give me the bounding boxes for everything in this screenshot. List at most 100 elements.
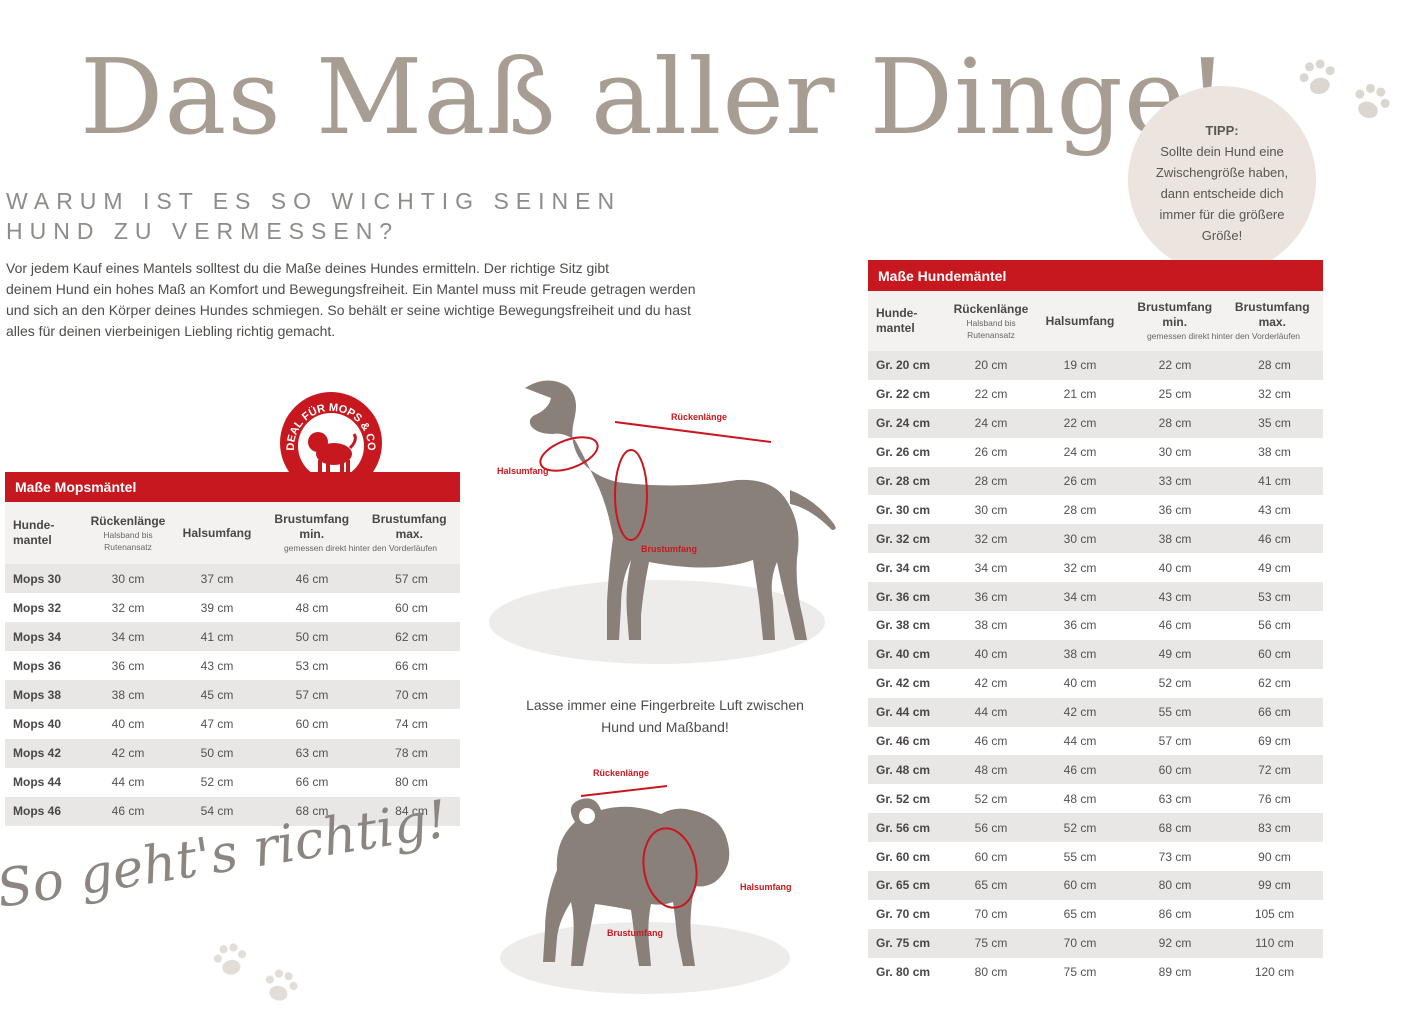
chest-min-cell: 63 cm: [295, 746, 329, 761]
table-row: Gr. 46 cm 46 cm 44 cm 57 cm 69 cm: [868, 726, 1323, 756]
chest-max-cell: 57 cm: [395, 571, 428, 586]
neck-cell: 26 cm: [1063, 474, 1097, 488]
neck-cell: 60 cm: [1063, 878, 1097, 893]
chest-min-cell: 92 cm: [1158, 936, 1192, 951]
neck-cell: 54 cm: [200, 804, 234, 819]
back-length-cell: 22 cm: [974, 387, 1008, 402]
paw-print-icon: [206, 937, 256, 994]
table-row: Gr. 22 cm 22 cm 21 cm 25 cm 32 cm: [868, 379, 1323, 409]
back-length-cell: 65 cm: [974, 878, 1008, 893]
back-length-cell: 26 cm: [974, 445, 1008, 460]
back-length-cell: 24 cm: [974, 416, 1008, 431]
paw-print-icon: [252, 961, 306, 1020]
table-row: Gr. 32 cm 32 cm 30 cm 38 cm 46 cm: [868, 524, 1323, 554]
table-row: Gr. 38 cm 38 cm 36 cm 46 cm 56 cm: [868, 611, 1323, 640]
back-length-cell: 42 cm: [111, 746, 145, 761]
chest-max-cell: 78 cm: [395, 746, 428, 761]
neck-cell: 19 cm: [1063, 358, 1097, 373]
table-header-row: Hunde-mantel Rückenlänge Halsband bis Rut…: [5, 502, 460, 564]
size-cell: Gr. 26 cm: [876, 445, 931, 460]
back-length-cell: 40 cm: [111, 717, 145, 732]
chest-max-cell: 76 cm: [1258, 791, 1291, 806]
table-row: Mops 32 32 cm 39 cm 48 cm 60 cm: [5, 593, 460, 623]
back-length-cell: 36 cm: [974, 589, 1008, 604]
col-header-size: Hunde-mantel: [876, 306, 918, 335]
col-header-chest: Brustumfang min. Brustumfang max. gemesse…: [274, 512, 447, 553]
back-length-cell: 38 cm: [111, 687, 145, 702]
back-length-cell: 44 cm: [111, 775, 145, 790]
size-cell: Gr. 44 cm: [876, 705, 931, 720]
table-row: Mops 46 46 cm 54 cm 68 cm 84 cm: [5, 796, 460, 826]
chest-max-cell: 70 cm: [395, 687, 428, 702]
size-cell: Mops 40: [13, 717, 62, 732]
size-cell: Mops 44: [13, 775, 62, 790]
neck-cell: 50 cm: [200, 746, 234, 761]
chest-min-cell: 49 cm: [1158, 647, 1192, 662]
neck-cell: 30 cm: [1063, 531, 1097, 546]
size-cell: Gr. 34 cm: [876, 560, 931, 575]
tip-title: TIPP:: [1205, 123, 1239, 138]
chest-max-cell: 90 cm: [1258, 849, 1291, 864]
neck-cell: 47 cm: [200, 717, 234, 732]
back-length-cell: 60 cm: [974, 849, 1008, 864]
chest-max-cell: 110 cm: [1255, 936, 1294, 951]
neck-cell: 42 cm: [1063, 705, 1097, 720]
neck-cell: 28 cm: [1063, 502, 1097, 517]
chest-min-cell: 38 cm: [1158, 531, 1192, 546]
chest-min-cell: 48 cm: [295, 600, 329, 615]
pug-measurement-illustration: Rückenlänge Halsumfang Brustumfang: [495, 760, 815, 995]
chest-max-cell: 66 cm: [1258, 705, 1291, 720]
table-row: Mops 38 38 cm 45 cm 57 cm 70 cm: [5, 680, 460, 710]
chest-min-cell: 89 cm: [1158, 965, 1192, 980]
back-length-label: Rückenlänge: [593, 768, 649, 778]
back-length-cell: 34 cm: [974, 560, 1008, 575]
neck-cell: 45 cm: [200, 687, 234, 702]
chest-min-cell: 36 cm: [1158, 502, 1192, 517]
chest-max-cell: 105 cm: [1254, 907, 1295, 922]
back-length-cell: 80 cm: [974, 965, 1008, 980]
back-length-cell: 30 cm: [974, 502, 1008, 517]
back-length-cell: 46 cm: [974, 734, 1008, 749]
tip-line-5: Größe!: [1201, 228, 1243, 243]
neck-cell: 65 cm: [1063, 907, 1097, 922]
intro-line-4: alles für deinen vierbeinigen Liebling r…: [6, 323, 336, 339]
neck-cell: 43 cm: [200, 658, 234, 673]
chest-min-cell: 63 cm: [1158, 791, 1192, 806]
tip-line-4: immer für die größere: [1159, 207, 1285, 222]
neck-cell: 34 cm: [1063, 589, 1097, 604]
neck-cell: 38 cm: [1063, 647, 1097, 662]
neck-cell: 40 cm: [1063, 676, 1097, 691]
back-length-cell: 28 cm: [974, 474, 1008, 488]
table-row: Mops 34 34 cm 41 cm 50 cm 62 cm: [5, 622, 460, 652]
chest-min-cell: 52 cm: [1158, 676, 1192, 691]
col-header-chest: Brustumfang min. Brustumfang max. gemesse…: [1137, 300, 1310, 341]
table-row: Mops 30 30 cm 37 cm 46 cm 57 cm: [5, 564, 460, 594]
back-length-cell: 56 cm: [974, 820, 1008, 835]
chest-max-cell: 74 cm: [395, 717, 428, 732]
col-header-size: Hunde-mantel: [13, 518, 55, 547]
size-cell: Gr. 60 cm: [876, 849, 931, 864]
size-cell: Gr. 30 cm: [876, 502, 931, 517]
chest-min-cell: 80 cm: [1158, 878, 1192, 893]
size-cell: Gr. 70 cm: [876, 907, 931, 922]
table-row: Gr. 36 cm 36 cm 34 cm 43 cm 53 cm: [868, 582, 1323, 612]
table-row: Mops 36 36 cm 43 cm 53 cm 66 cm: [5, 651, 460, 681]
size-cell: Gr. 48 cm: [876, 762, 931, 777]
back-length-cell: 48 cm: [974, 762, 1008, 777]
chest-max-cell: 69 cm: [1258, 734, 1291, 749]
chest-max-cell: 32 cm: [1258, 387, 1291, 402]
chest-max-cell: 120 cm: [1254, 965, 1295, 980]
table-row: Gr. 65 cm 65 cm 60 cm 80 cm 99 cm: [868, 871, 1323, 900]
dog-silhouette: Rückenlänge Halsumfang Brustumfang: [489, 380, 836, 664]
paw-print-icon: [1290, 51, 1348, 115]
chest-min-cell: 30 cm: [1158, 445, 1192, 460]
neck-cell: 36 cm: [1063, 618, 1097, 633]
back-length-cell: 40 cm: [974, 647, 1008, 662]
tip-line-1: Sollte dein Hund eine: [1160, 144, 1284, 159]
size-cell: Gr. 46 cm: [876, 734, 931, 749]
size-cell: Gr. 75 cm: [876, 936, 931, 951]
table-row: Gr. 44 cm 44 cm 42 cm 55 cm 66 cm: [868, 697, 1323, 727]
chest-min-cell: 57 cm: [295, 687, 329, 702]
chest-max-cell: 28 cm: [1258, 358, 1291, 373]
chest-min-cell: 43 cm: [1158, 589, 1192, 604]
